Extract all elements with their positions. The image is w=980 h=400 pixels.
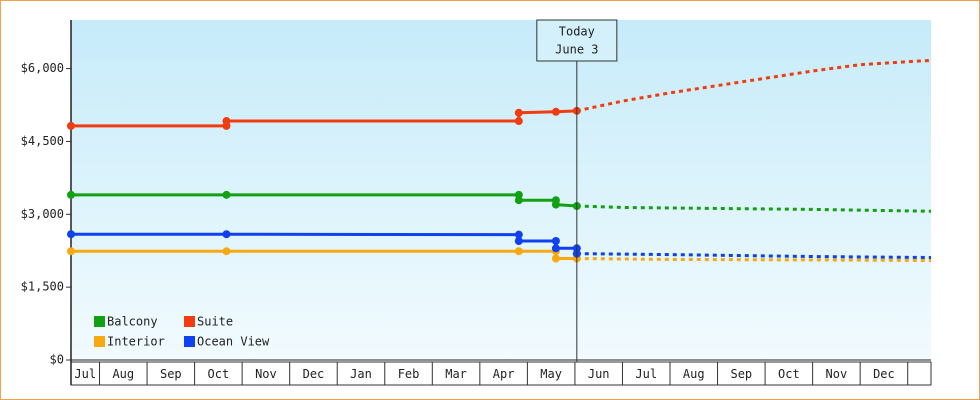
today-label: Today — [559, 25, 595, 39]
x-tick-label: Oct — [208, 367, 230, 381]
price-point — [222, 247, 231, 256]
y-tick-label: $0 — [50, 353, 64, 367]
price-point — [222, 230, 231, 239]
y-tick-label: $4,500 — [21, 134, 64, 148]
x-tick-label: Mar — [445, 367, 467, 381]
x-tick-label: Apr — [493, 367, 515, 381]
price-point — [67, 121, 75, 130]
x-tick-label: May — [540, 367, 562, 381]
price-point — [551, 200, 560, 209]
price-point — [67, 230, 75, 239]
x-tick-label: Dec — [873, 367, 895, 381]
today-label: June 3 — [555, 43, 598, 57]
y-tick-label: $1,500 — [21, 280, 64, 294]
x-tick-label: Jul — [74, 367, 96, 381]
x-tick-label: Aug — [112, 367, 134, 381]
price-point — [514, 117, 523, 126]
legend-label: Ocean View — [197, 335, 270, 349]
legend-swatch — [94, 336, 105, 347]
plot-background — [71, 20, 931, 360]
x-tick-label: Sep — [730, 367, 752, 381]
price-point — [67, 247, 75, 256]
price-point — [514, 230, 523, 239]
legend-swatch — [184, 336, 195, 347]
price-point — [514, 237, 523, 245]
legend-label: Interior — [107, 335, 165, 349]
x-tick-label: Aug — [683, 367, 705, 381]
legend-swatch — [184, 316, 195, 327]
price-point — [551, 244, 560, 253]
today-box — [536, 19, 618, 62]
forecast-line — [576, 204, 932, 213]
legend-label: Suite — [197, 315, 233, 329]
price-point — [551, 254, 560, 263]
y-tick-label: $6,000 — [21, 61, 64, 75]
x-tick-label: Feb — [398, 367, 420, 381]
x-tick-label: Dec — [303, 367, 325, 381]
legend-label: Balcony — [107, 315, 158, 329]
x-tick-label: Jun — [588, 367, 610, 381]
x-tick-label: Jan — [350, 367, 372, 381]
price-point — [514, 196, 523, 205]
price-point — [551, 107, 560, 116]
price-point — [67, 190, 75, 199]
x-tick-label: Jul — [635, 367, 657, 381]
price-point — [514, 247, 523, 256]
legend-swatch — [94, 316, 105, 327]
x-tick-label: Sep — [160, 367, 182, 381]
x-tick-label: Oct — [778, 367, 800, 381]
price-point — [222, 190, 231, 199]
x-tick-label: Nov — [255, 367, 277, 381]
x-tick-label: Nov — [826, 367, 848, 381]
price-point — [222, 117, 231, 126]
price-point — [551, 237, 560, 245]
price-point — [514, 108, 523, 117]
y-tick-label: $3,000 — [21, 207, 64, 221]
